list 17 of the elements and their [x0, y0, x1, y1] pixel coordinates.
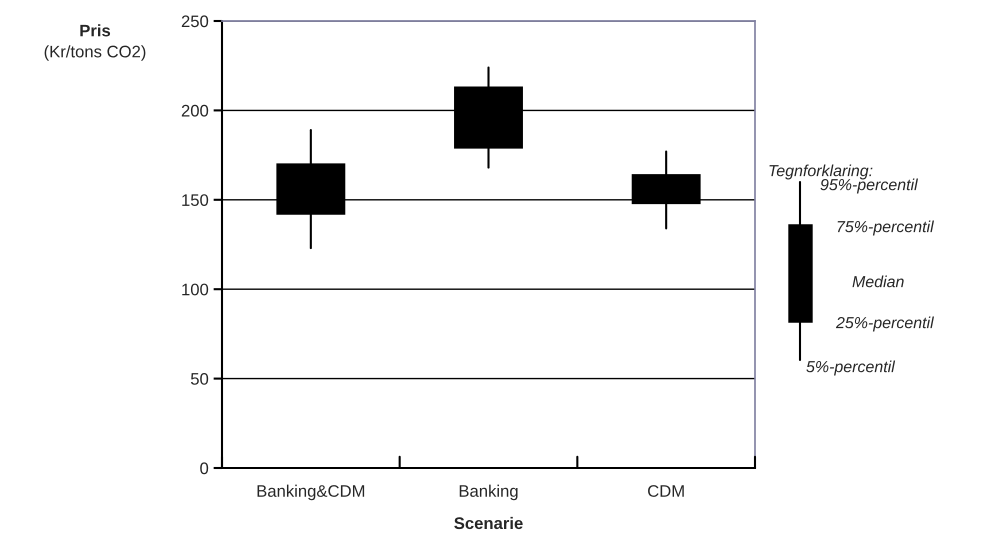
- x-tick-label: Banking: [460, 484, 518, 500]
- y-axis-title: Pris (Kr/tons CO2): [44, 24, 146, 61]
- y-tick-label: 150: [182, 194, 208, 206]
- y-tick-label: 100: [182, 284, 208, 296]
- text: Median: [852, 276, 904, 288]
- text: 95%-percentil: [820, 178, 918, 194]
- text: 5%-percentil: [806, 360, 896, 376]
- y-tick-label: 250: [182, 15, 208, 28]
- x-tick-label: Banking&CDM: [258, 484, 364, 500]
- text: Tegnforklaring:: [769, 164, 872, 180]
- text: 25%-percentil: [836, 316, 934, 332]
- y-tick-label: 200: [182, 104, 208, 117]
- x-axis-title: Scenarie: [454, 516, 523, 530]
- text: 75%-percentil: [838, 220, 934, 236]
- y-tick-label: 50: [190, 373, 208, 385]
- y-tick-label: 0: [200, 462, 208, 474]
- x-tick-label: CDM: [648, 485, 684, 497]
